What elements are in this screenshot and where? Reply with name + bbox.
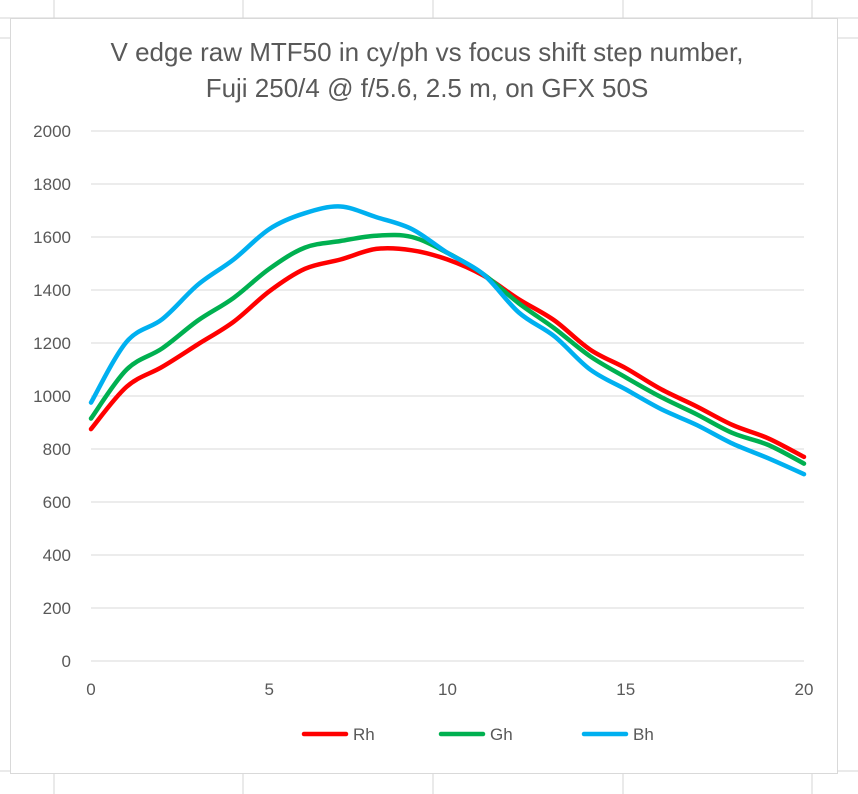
series-line-gh	[88, 232, 807, 466]
chart-title-line-2: Fuji 250/4 @ f/5.6, 2.5 m, on GFX 50S	[206, 73, 649, 103]
y-tick-label: 600	[43, 493, 71, 512]
y-tick-label: 1600	[33, 228, 71, 247]
y-tick-label: 800	[43, 440, 71, 459]
x-axis-ticks: 0 5 10 15 20	[86, 680, 813, 699]
y-tick-label: 0	[62, 652, 71, 671]
x-tick-label: 10	[438, 680, 457, 699]
y-axis-ticks: 0 200 400 600 800 1000 1200 1400 1600 1800 2000	[33, 122, 71, 671]
y-tick-label: 2000	[33, 122, 71, 141]
legend: Rh Gh Bh	[301, 725, 654, 744]
series-lines	[88, 204, 807, 477]
y-tick-label: 1200	[33, 334, 71, 353]
x-tick-label: 5	[265, 680, 274, 699]
legend-label-rh: Rh	[353, 725, 375, 744]
x-tick-label: 15	[616, 680, 635, 699]
chart-area[interactable]: V edge raw MTF50 in cy/ph vs focus shift…	[10, 18, 838, 774]
x-tick-label: 20	[795, 680, 814, 699]
y-tick-label: 200	[43, 599, 71, 618]
y-tick-label: 1800	[33, 175, 71, 194]
x-tick-label: 0	[86, 680, 95, 699]
legend-label-gh: Gh	[490, 725, 513, 744]
y-tick-label: 1400	[33, 281, 71, 300]
chart-title-line-1: V edge raw MTF50 in cy/ph vs focus shift…	[111, 37, 744, 67]
series-line-bh	[88, 204, 807, 477]
series-line-rh	[88, 245, 807, 460]
line-chart: V edge raw MTF50 in cy/ph vs focus shift…	[33, 37, 813, 744]
y-tick-label: 1000	[33, 387, 71, 406]
y-tick-label: 400	[43, 546, 71, 565]
legend-label-bh: Bh	[633, 725, 654, 744]
gridlines	[91, 130, 804, 662]
